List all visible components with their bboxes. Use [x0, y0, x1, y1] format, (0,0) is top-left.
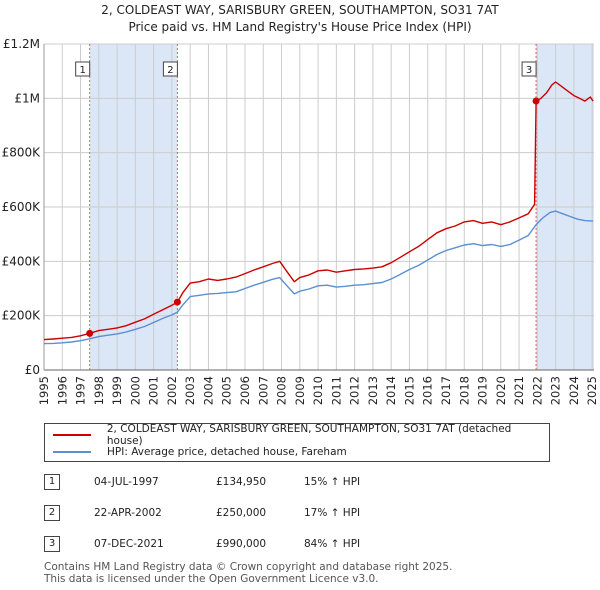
marker-label-box: [162, 61, 178, 77]
x-tick-label: 2020: [494, 376, 508, 405]
x-tick-label: 2007: [256, 376, 270, 405]
x-tick-label: 2008: [275, 376, 289, 405]
transaction-hpi: 15% ↑ HPI: [304, 476, 361, 488]
transaction-price: £134,950: [216, 476, 267, 488]
x-tick-label: 1995: [37, 376, 51, 405]
y-tick-label: £0: [25, 363, 40, 377]
x-tick-label: 2025: [585, 376, 599, 405]
x-tick-label: 2022: [530, 376, 544, 405]
x-tick-label: 2009: [293, 376, 307, 405]
marker-label-box: [521, 61, 537, 77]
y-tick-label: £1.2M: [3, 37, 40, 51]
y-tick-label: £1M: [14, 91, 40, 105]
y-tick-label: £800K: [2, 146, 42, 160]
x-tick-label: 2012: [348, 376, 362, 405]
legend-label-hpi: HPI: Average price, detached house, Fare…: [107, 446, 347, 458]
footer-copyright: Contains HM Land Registry data © Crown c…: [44, 561, 453, 573]
x-tick-label: 2004: [201, 376, 215, 405]
marker-label: 2: [167, 65, 173, 76]
hpi-line-swatch: [53, 451, 91, 453]
transaction-row: 2 22-APR-2002 £250,000 17% ↑ HPI: [44, 505, 584, 523]
legend: 2, COLDEAST WAY, SARISBURY GREEN, SOUTHA…: [44, 423, 550, 462]
x-tick-label: 2015: [402, 376, 416, 405]
transaction-number: 1: [44, 474, 60, 490]
x-tick-label: 2002: [165, 376, 179, 405]
x-tick-label: 2014: [384, 376, 398, 405]
hpi-series-line: [43, 210, 594, 345]
y-tick-label: £600K: [2, 200, 42, 214]
x-tick-label: 2003: [183, 376, 197, 405]
transaction-row: 1 04-JUL-1997 £134,950 15% ↑ HPI: [44, 474, 584, 492]
sale-point: [86, 329, 94, 337]
marker-label: 3: [526, 65, 532, 76]
x-tick-label: 2001: [147, 376, 161, 405]
x-tick-label: 2011: [329, 376, 343, 405]
chart-subtitle: Price paid vs. HM Land Registry's House …: [128, 20, 472, 34]
property-series-line: [43, 81, 594, 341]
footer-licence: This data is licensed under the Open Gov…: [44, 573, 379, 585]
transaction-date: 04-JUL-1997: [94, 476, 159, 488]
x-tick-label: 2023: [549, 376, 563, 405]
x-tick-label: 2018: [457, 376, 471, 405]
y-tick-label: £400K: [2, 254, 42, 268]
transaction-date: 22-APR-2002: [94, 507, 162, 519]
transaction-price: £990,000: [216, 538, 267, 550]
transaction-price: £250,000: [216, 507, 267, 519]
property-line-swatch: [53, 434, 91, 436]
y-tick-label: £200K: [2, 309, 42, 323]
price-chart: £0 £200K £400K £600K £800K £1M £1.2M 1995 1996 19…: [2, 37, 600, 405]
x-tick-label: 1996: [55, 376, 69, 405]
x-tick-label: 2024: [567, 376, 581, 405]
x-tick-label: 2005: [220, 376, 234, 405]
chart-title: 2, COLDEAST WAY, SARISBURY GREEN, SOUTHA…: [101, 3, 499, 17]
transaction-date: 07-DEC-2021: [94, 538, 164, 550]
marker-label: 1: [79, 65, 85, 76]
x-tick-label: 2000: [128, 376, 142, 405]
x-tick-label: 1999: [110, 376, 124, 405]
sale-point: [173, 298, 181, 306]
x-tick-label: 2016: [421, 376, 435, 405]
sale-point: [532, 97, 540, 105]
x-tick-label: 1997: [74, 376, 88, 405]
marker-label-box: [75, 61, 91, 77]
x-tick-label: 1998: [92, 376, 106, 405]
x-tick-label: 2010: [311, 376, 325, 405]
transaction-hpi: 84% ↑ HPI: [304, 538, 361, 550]
x-tick-label: 2013: [366, 376, 380, 405]
transaction-row: 3 07-DEC-2021 £990,000 84% ↑ HPI: [44, 536, 584, 554]
transaction-hpi: 17% ↑ HPI: [304, 507, 361, 519]
legend-label-property: 2, COLDEAST WAY, SARISBURY GREEN, SOUTHA…: [106, 423, 512, 447]
legend-item-property: 2, COLDEAST WAY, SARISBURY GREEN, SOUTHA…: [53, 423, 549, 447]
transaction-number: 3: [44, 536, 60, 552]
x-tick-label: 2019: [476, 376, 490, 405]
x-tick-label: 2006: [238, 376, 252, 405]
x-tick-label: 2017: [439, 376, 453, 405]
x-tick-label: 2021: [512, 376, 526, 405]
legend-item-hpi: HPI: Average price, detached house, Fare…: [53, 444, 347, 460]
transaction-number: 2: [44, 505, 60, 521]
